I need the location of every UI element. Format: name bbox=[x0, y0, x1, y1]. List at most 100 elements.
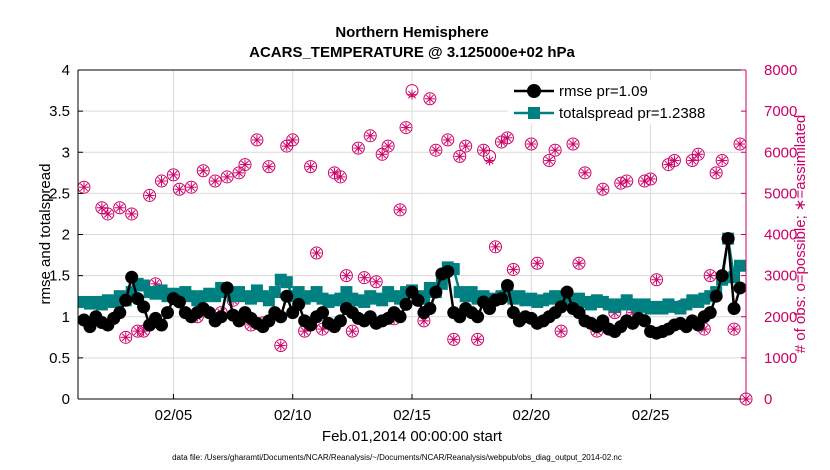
y-left-tick-label: 2 bbox=[62, 227, 70, 244]
obs-possible-point bbox=[286, 133, 300, 147]
y-right-tick-label: 1000 bbox=[764, 350, 797, 367]
obs-assimilated-point bbox=[198, 165, 209, 176]
obs-possible-point bbox=[524, 137, 538, 151]
obs-assimilated-point bbox=[579, 167, 590, 178]
obs-possible-point bbox=[578, 166, 592, 180]
obs-assimilated-point bbox=[526, 139, 537, 150]
obs-assimilated-point bbox=[168, 169, 179, 180]
obs-assimilated-point bbox=[478, 145, 489, 156]
obs-assimilated-point bbox=[240, 159, 250, 170]
obs-possible-point bbox=[166, 168, 180, 182]
obs-assimilated-point bbox=[454, 151, 465, 162]
rmse-point bbox=[703, 306, 717, 320]
rmse-point bbox=[709, 289, 723, 303]
obs-possible-point bbox=[101, 207, 115, 221]
obs-assimilated-point bbox=[371, 276, 382, 287]
obs-assimilated-point bbox=[365, 130, 376, 141]
obs-possible-point bbox=[262, 160, 276, 174]
rmse-point bbox=[172, 295, 186, 309]
obs-assimilated-point bbox=[556, 326, 567, 337]
obs-possible-point bbox=[155, 174, 168, 188]
totalspread-point bbox=[280, 276, 293, 289]
obs-possible-point bbox=[238, 158, 252, 172]
y-right-tick-label: 3000 bbox=[764, 268, 797, 285]
obs-assimilated-point bbox=[401, 122, 412, 133]
obs-assimilated-point bbox=[377, 149, 388, 160]
obs-assimilated-point bbox=[353, 143, 364, 154]
obs-assimilated-point bbox=[407, 89, 417, 100]
obs-possible-point bbox=[345, 324, 359, 338]
obs-possible-point bbox=[542, 153, 556, 167]
obs-assimilated-point bbox=[532, 258, 543, 269]
legend: rmse pr=1.09 totalspread pr=1.2388 bbox=[507, 79, 741, 125]
rmse-point bbox=[399, 297, 413, 311]
obs-assimilated-point bbox=[329, 167, 340, 178]
obs-assimilated-point bbox=[502, 132, 513, 143]
obs-possible-point bbox=[489, 240, 502, 254]
obs-assimilated-point bbox=[102, 208, 113, 219]
obs-possible-point bbox=[250, 133, 264, 147]
obs-assimilated-point bbox=[395, 204, 406, 215]
obs-assimilated-point bbox=[430, 145, 441, 156]
obs-assimilated-point bbox=[574, 258, 584, 269]
x-tick-label: 02/15 bbox=[393, 407, 431, 424]
ticks: 0 0.5 1 1.5 2 2.5 3 3.5 4 0 1000 2000 3000 4000 5000 60… bbox=[49, 62, 797, 424]
obs-possible-point bbox=[548, 143, 562, 157]
obs-assimilated-point bbox=[687, 155, 698, 166]
obs-possible-point bbox=[363, 129, 377, 143]
rmse-point bbox=[214, 310, 228, 324]
y-left-tick-label: 0 bbox=[62, 391, 70, 408]
rmse-point bbox=[721, 232, 735, 246]
rmse-point bbox=[316, 306, 330, 320]
rmse-point bbox=[125, 270, 139, 284]
rmse-series bbox=[77, 232, 747, 340]
obs-possible-point bbox=[113, 201, 127, 215]
obs-assimilated-point bbox=[311, 248, 322, 259]
obs-assimilated-point bbox=[645, 173, 656, 184]
obs-possible-point bbox=[727, 322, 741, 336]
y-axis-label-left: rmse and totalspread bbox=[37, 164, 54, 305]
obs-assimilated-point bbox=[341, 270, 352, 281]
rmse-point bbox=[554, 300, 568, 314]
obs-possible-point bbox=[381, 139, 395, 153]
obs-assimilated-point bbox=[729, 324, 740, 335]
obs-assimilated-point bbox=[448, 334, 459, 345]
obs-assimilated-point bbox=[281, 141, 292, 152]
y-right-tick-label: 5000 bbox=[764, 185, 797, 202]
obs-possible-point bbox=[506, 262, 520, 276]
obs-assimilated-point bbox=[96, 202, 107, 213]
obs-assimilated-point bbox=[544, 155, 555, 166]
obs-assimilated-point bbox=[359, 272, 370, 283]
obs-assimilated-point bbox=[735, 139, 746, 150]
obs-assimilated-point bbox=[78, 182, 89, 193]
rmse-point bbox=[411, 293, 425, 307]
rmse-point bbox=[441, 265, 455, 279]
obs-possible-point bbox=[196, 164, 210, 178]
rmse-point bbox=[429, 285, 443, 299]
rmse-point bbox=[494, 292, 508, 306]
obs-assimilated-point bbox=[484, 155, 495, 166]
obs-assimilated-point bbox=[717, 155, 728, 166]
rmse-point bbox=[137, 300, 151, 314]
obs-possible-point bbox=[441, 133, 455, 147]
obs-assimilated-point bbox=[126, 208, 137, 219]
obs-assimilated-point bbox=[496, 136, 507, 147]
obs-assimilated-point bbox=[305, 161, 316, 172]
obs-possible-point bbox=[423, 92, 437, 106]
obs-possible-point bbox=[650, 273, 664, 287]
rmse-point bbox=[423, 302, 437, 316]
rmse-point bbox=[638, 314, 652, 328]
obs-possible-point bbox=[572, 256, 586, 270]
obs-assimilated-point bbox=[174, 184, 185, 195]
y-left-tick-label: 1 bbox=[62, 309, 70, 326]
obs-assimilated-point bbox=[568, 139, 579, 150]
x-tick-label: 02/25 bbox=[632, 407, 670, 424]
x-axis-label: Feb.01,2014 00:00:00 start bbox=[322, 428, 503, 445]
obs-possible-point bbox=[304, 160, 318, 174]
obs-assimilated-point bbox=[263, 161, 274, 172]
obs-possible-point bbox=[399, 121, 413, 135]
obs-possible-point bbox=[125, 207, 139, 221]
obs-possible-point bbox=[310, 246, 324, 260]
y-left-tick-label: 4 bbox=[62, 62, 70, 79]
obs-assimilated-point bbox=[210, 176, 221, 187]
